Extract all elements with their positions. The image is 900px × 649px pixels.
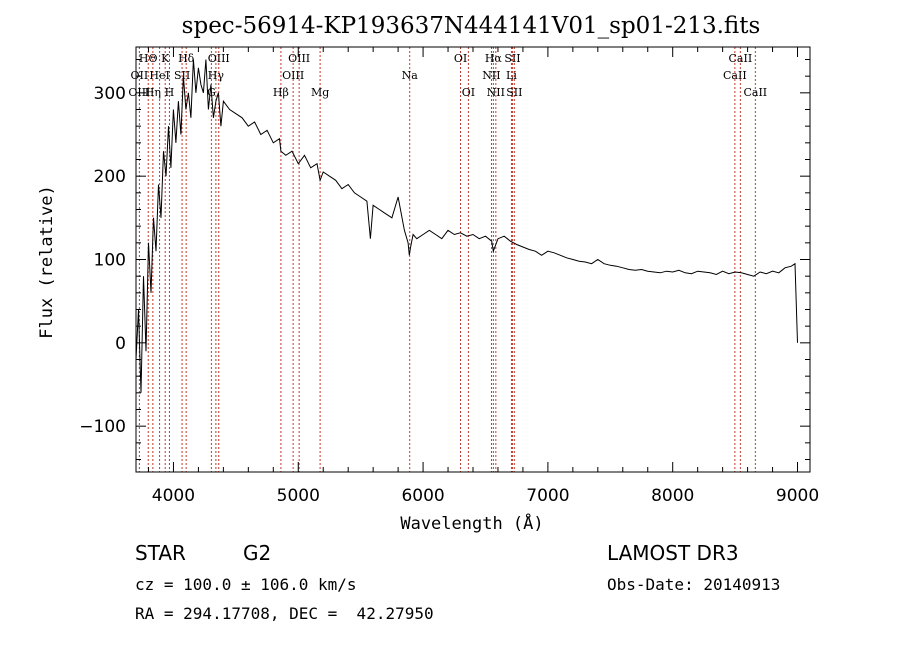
x-axis-label: Wavelength (Å) [400, 512, 543, 534]
chart-title: spec-56914-KP193637N444141V01_sp01-213.f… [182, 13, 761, 39]
line-marker-label: OIII [208, 52, 230, 65]
line-marker-label: HeI [149, 69, 169, 82]
line-marker-label: OIII [282, 69, 304, 82]
line-marker-label: K [161, 52, 170, 65]
object-subclass: G2 [243, 541, 272, 565]
line-marker-label: NII [487, 86, 505, 99]
line-marker-label: CaII [723, 69, 747, 82]
y-axis-ticks: −100 0 100 200 300 [79, 59, 810, 460]
line-marker-label: SII [506, 86, 522, 99]
line-marker-label: OI [454, 52, 467, 65]
y-tick-label: 200 [94, 167, 126, 187]
line-marker-label: Hγ [208, 69, 225, 82]
redshift-text: cz = 100.0 ± 106.0 km/s [135, 575, 357, 594]
x-tick-label: 8000 [651, 486, 694, 506]
survey-name: LAMOST DR3 [607, 541, 739, 565]
y-tick-label: 0 [115, 334, 126, 354]
x-tick-label: 6000 [401, 486, 444, 506]
obs-date: Obs-Date: 20140913 [607, 575, 781, 594]
line-marker-label: Hβ [273, 86, 289, 99]
y-tick-label: 300 [94, 84, 126, 104]
x-tick-label: 9000 [776, 486, 819, 506]
line-marker-label: NII [482, 69, 500, 82]
line-marker-label: Hα [485, 52, 503, 65]
line-marker-label: HΘ [139, 52, 158, 65]
line-marker-label: CaII [729, 52, 753, 65]
line-marker-label: Hη [145, 86, 161, 99]
x-tick-label: 5000 [277, 486, 320, 506]
x-tick-label: 4000 [152, 486, 195, 506]
line-marker-label: OI [462, 86, 475, 99]
line-marker-label: Hδ [178, 52, 195, 65]
y-axis-label: Flux (relative) [37, 185, 57, 339]
spectrum-line [135, 59, 798, 393]
line-marker-label: CaII [743, 86, 767, 99]
object-class: STAR [135, 541, 186, 565]
line-marker-label: OII [131, 69, 149, 82]
line-marker-label: Mg [311, 86, 329, 99]
line-marker-label: SII [504, 52, 520, 65]
line-marker-label: OIII [288, 52, 310, 65]
plot-frame [135, 46, 811, 473]
y-tick-label: −100 [79, 417, 126, 437]
line-marker-label: Li [506, 69, 517, 82]
x-tick-label: 7000 [526, 486, 569, 506]
line-marker-label: SII [174, 69, 190, 82]
y-tick-label: 100 [94, 251, 126, 271]
x-axis-ticks: 4000 5000 6000 7000 8000 9000 [147, 47, 819, 506]
line-marker-label: H [165, 86, 175, 99]
line-marker-label: Na [402, 69, 419, 82]
coordinates: RA = 294.17708, DEC = 42.27950 [135, 604, 434, 623]
